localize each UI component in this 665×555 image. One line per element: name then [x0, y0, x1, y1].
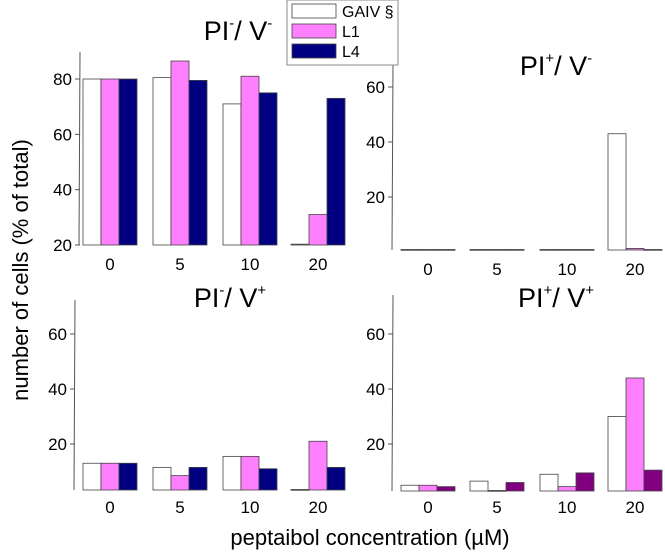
y-tick-label: 60: [48, 325, 67, 344]
y-tick-label: 80: [53, 70, 72, 89]
panel-title: PI-/ V+: [194, 282, 267, 313]
y-tick-label: 60: [366, 78, 385, 97]
bar-gaiv-0: [82, 462, 102, 491]
y-tick-label: 40: [366, 380, 385, 399]
bar-gaiv-20: [290, 489, 310, 491]
bar-gaiv-10: [539, 249, 559, 251]
panel-4: 20 40 60 PI+/ V+ 0 5 10 20: [366, 282, 663, 517]
y-tick-label: 60: [366, 325, 385, 344]
x-tick-label: 10: [241, 498, 260, 517]
bar-l4-5: [505, 482, 525, 492]
bar-l4-5: [505, 249, 525, 251]
panel-title: PI+/ V-: [520, 50, 592, 81]
y-tick-label: 40: [53, 181, 72, 200]
legend-label: GAIV §: [342, 4, 394, 21]
bar-l4-10: [575, 472, 595, 492]
y-tick-label: 40: [366, 133, 385, 152]
bar-gaiv-5: [152, 77, 172, 246]
bar-l1-10: [557, 249, 577, 251]
x-tick-label: 0: [105, 255, 114, 274]
y-tick-label: 60: [53, 125, 72, 144]
bar-l4-0: [118, 462, 138, 491]
y-axis-line: [78, 51, 81, 246]
x-tick-label: 0: [423, 260, 432, 279]
bar-l4-0: [118, 78, 138, 246]
panel-title: PI-/ V-: [204, 15, 273, 46]
bar-l1-0: [100, 78, 120, 246]
bar-l4-10: [258, 468, 278, 491]
bar-l1-5: [487, 490, 507, 492]
y-tick-label: 20: [53, 236, 72, 255]
x-tick-label: 10: [241, 255, 260, 274]
bar-l1-5: [170, 60, 190, 246]
x-tick-label: 20: [309, 498, 328, 517]
x-tick-label: 10: [558, 260, 577, 279]
bar-gaiv-0: [82, 78, 102, 246]
bar-l1-20: [308, 440, 328, 491]
panel-2: 20 40 60 PI+/ V- 0 5 10 20: [366, 50, 663, 279]
bar-l4-20: [643, 249, 663, 251]
x-tick-label: 10: [558, 498, 577, 517]
legend: GAIV § L1 L4: [286, 0, 399, 66]
y-axis-line: [391, 294, 394, 492]
bar-gaiv-10: [539, 473, 559, 492]
bar-l1-10: [240, 75, 260, 246]
bar-gaiv-5: [152, 466, 172, 491]
bar-l1-10: [557, 486, 577, 492]
y-axis-line: [391, 64, 394, 251]
bar-l1-20: [308, 214, 328, 246]
bar-gaiv-0: [400, 249, 420, 251]
x-tick-label: 5: [175, 498, 184, 517]
bar-gaiv-0: [400, 484, 420, 492]
panel-1: 20 40 60 80 PI-/ V- 0 5 10 20: [53, 15, 346, 274]
bar-gaiv-5: [469, 249, 489, 251]
x-tick-label: 20: [309, 255, 328, 274]
bar-gaiv-10: [222, 455, 242, 491]
y-axis-line: [73, 299, 76, 491]
bar-l4-10: [575, 249, 595, 251]
x-axis-label: peptaibol concentration (µM): [230, 525, 509, 550]
bar-gaiv-20: [607, 416, 627, 492]
y-tick-label: 40: [48, 380, 67, 399]
bar-l4-20: [326, 97, 346, 246]
legend-label: L1: [342, 24, 360, 41]
y-tick-label: 20: [48, 435, 67, 454]
bar-gaiv-20: [607, 133, 627, 251]
bar-l4-20: [643, 469, 663, 492]
bar-l4-5: [188, 466, 208, 491]
x-tick-label: 0: [423, 498, 432, 517]
bar-l4-5: [188, 79, 208, 246]
bar-l1-10: [240, 455, 260, 491]
panel-title: PI+/ V+: [518, 282, 594, 313]
bar-l1-5: [170, 475, 190, 491]
x-tick-label: 5: [492, 498, 501, 517]
x-tick-label: 5: [492, 260, 501, 279]
x-tick-label: 20: [626, 498, 645, 517]
x-tick-label: 5: [175, 255, 184, 274]
bar-l1-5: [487, 249, 507, 251]
x-tick-label: 0: [105, 498, 114, 517]
bar-l1-20: [625, 248, 645, 251]
bar-l1-0: [418, 249, 438, 251]
bar-l4-0: [436, 486, 456, 492]
bar-l1-0: [100, 462, 120, 491]
panel-3: 20 40 60 PI-/ V+ 0 5 10 20: [48, 282, 346, 517]
legend-swatch: [291, 23, 337, 39]
y-axis-label: number of cells (% of total): [8, 139, 33, 401]
legend-label: L4: [342, 44, 360, 61]
bar-gaiv-20: [290, 243, 310, 246]
bar-gaiv-5: [469, 480, 489, 492]
bar-l4-0: [436, 249, 456, 251]
x-tick-label: 20: [626, 260, 645, 279]
bar-l1-20: [625, 377, 645, 492]
bar-l4-10: [258, 92, 278, 246]
y-tick-label: 20: [366, 435, 385, 454]
legend-swatch: [291, 3, 337, 19]
legend-swatch: [291, 43, 337, 59]
bar-l1-0: [418, 484, 438, 492]
bar-gaiv-10: [222, 103, 242, 246]
bar-l4-20: [326, 466, 346, 491]
y-tick-label: 20: [366, 188, 385, 207]
